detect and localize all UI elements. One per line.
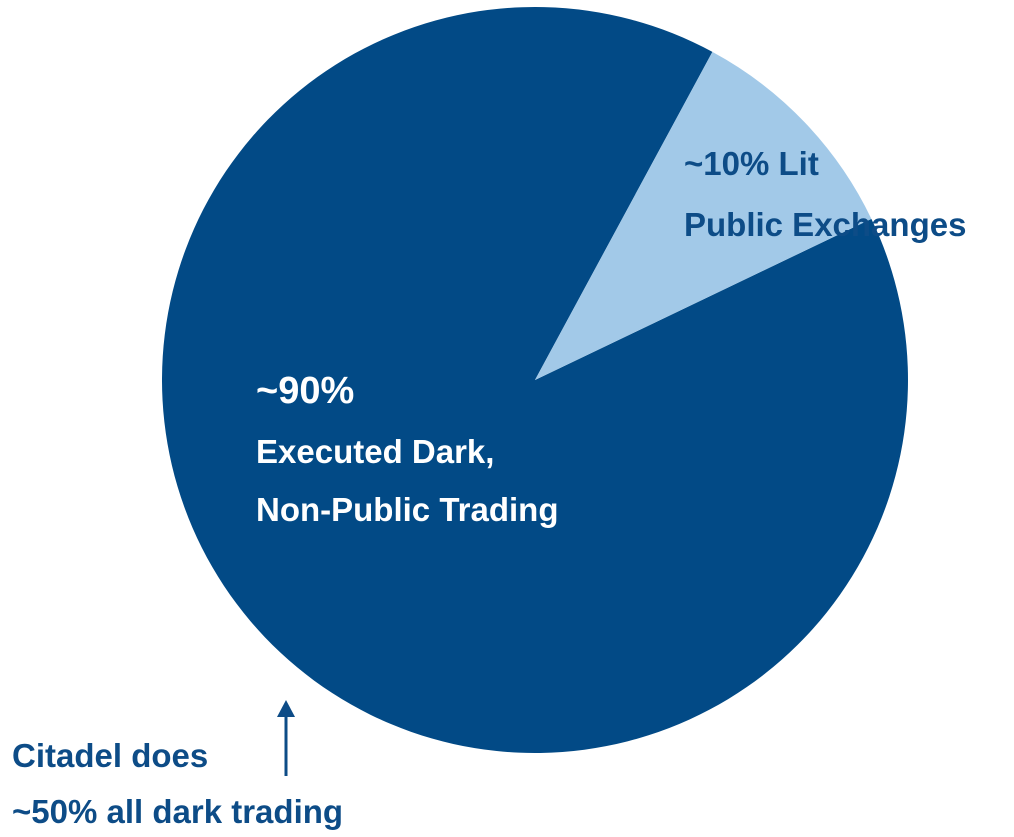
pie-slice-dark-trading <box>161 6 908 753</box>
pie-slice-lit-exchanges <box>535 51 872 380</box>
dark-slice-percent-label: ~90% <box>256 370 354 412</box>
lit-slice-percent-label: ~10% Lit <box>684 145 819 182</box>
dark-slice-label-line-1: Executed Dark, <box>256 433 494 470</box>
lit-slice-label-line-1: Public Exchanges <box>684 206 966 243</box>
dark-slice-label-line-2: Non-Public Trading <box>256 491 559 528</box>
annotation-line-1: Citadel does <box>12 737 208 774</box>
annotation-arrow-head-icon <box>277 700 295 717</box>
annotation-line-2: ~50% all dark trading <box>12 793 343 830</box>
